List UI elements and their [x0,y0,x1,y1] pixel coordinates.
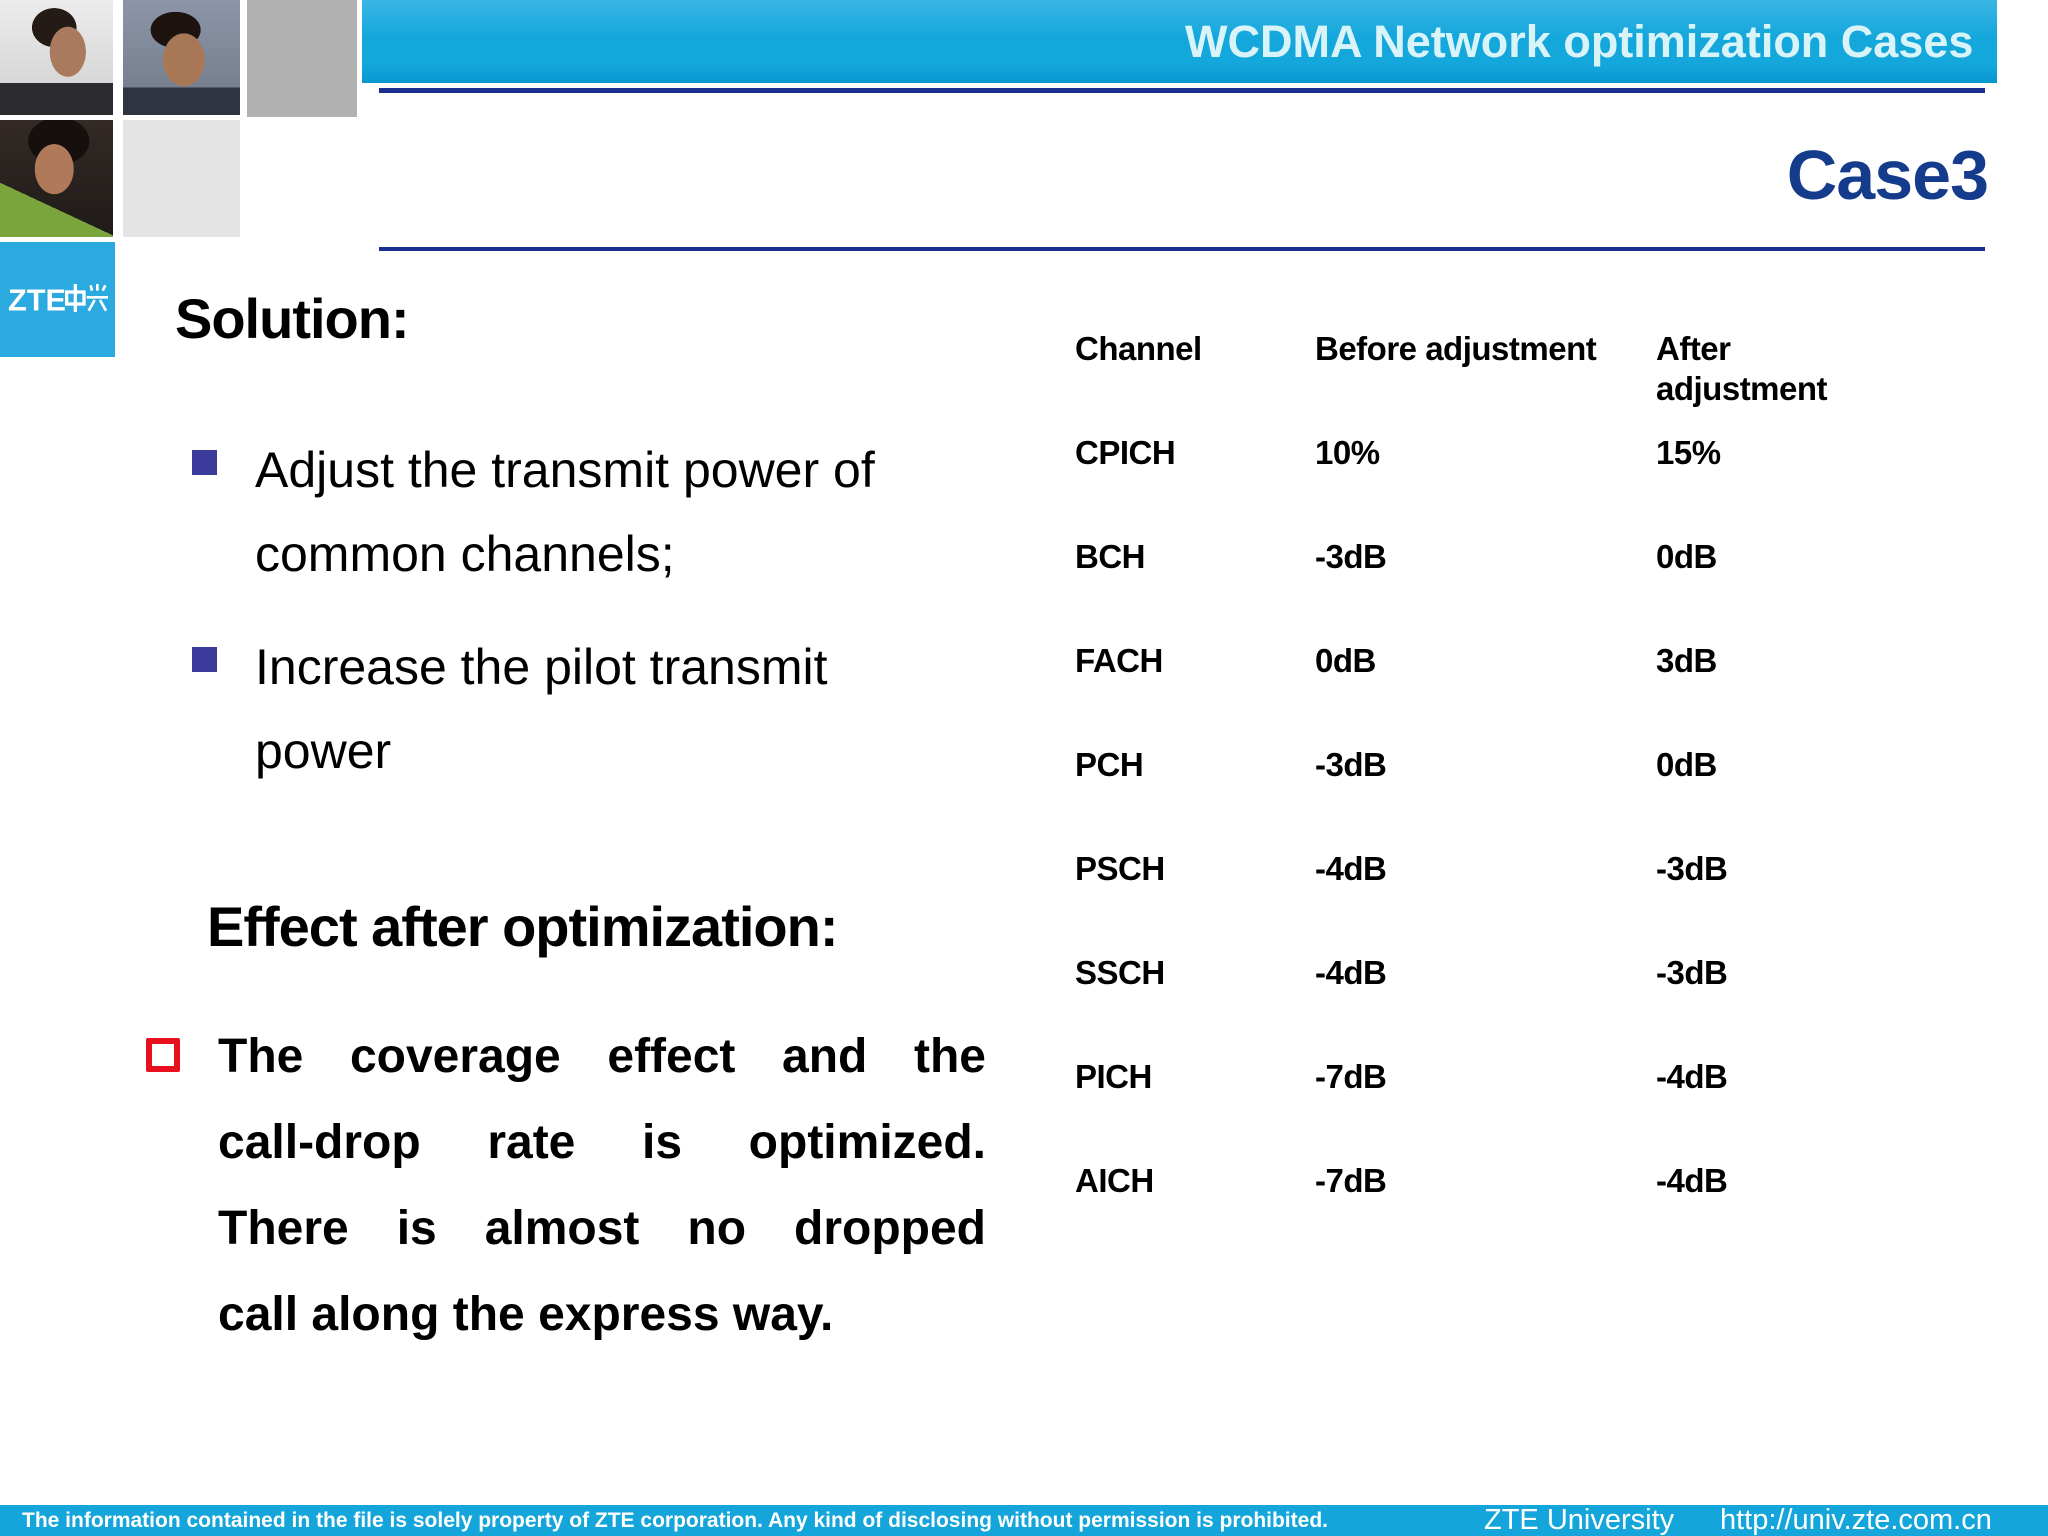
table-cell: 10% [1315,434,1380,471]
footer-url[interactable]: http://univ.zte.com.cn [1720,1504,1992,1536]
square-bullet-icon [192,647,217,672]
table-cell: -4dB [1656,1058,1728,1095]
gray-tile [247,0,357,117]
column-header-before: Before adjustment [1315,330,1597,367]
table-cell: FACH [1075,642,1163,679]
header-divider-line [379,88,1985,93]
paragraph-line: call-drop rate is optimized. [218,1116,986,1169]
red-checkbox-bullet-icon [146,1038,180,1072]
table-cell: PICH [1075,1058,1152,1095]
bullet-line: Adjust the transmit power of [255,442,875,498]
table-cell: -4dB [1656,1162,1728,1199]
gray-tile-light [123,120,240,237]
footer-bar [0,1505,2048,1536]
table-cell: -3dB [1656,954,1728,991]
table-cell: 0dB [1656,538,1717,575]
footer-disclaimer: The information contained in the file is… [22,1509,1328,1532]
table-cell: BCH [1075,538,1146,575]
table-cell: -4dB [1315,954,1387,991]
effect-heading: Effect after optimization: [207,895,838,958]
title-divider-line [379,247,1985,251]
table-cell: -3dB [1315,746,1387,783]
footer-org: ZTE University [1484,1504,1675,1536]
channel-table: Channel Before adjustment After adjustme… [1075,329,1885,1265]
table-cell: 3dB [1656,642,1717,679]
photo-man-tilted [123,0,240,115]
table-cell: -3dB [1315,538,1387,575]
table-cell: AICH [1075,1162,1154,1199]
table-cell: PCH [1075,746,1144,783]
svg-text:ZTE: ZTE [8,283,66,317]
zte-logo-icon: ZTE [8,283,108,317]
column-header-after: After adjustment [1656,330,1828,407]
zte-logo: ZTE [0,242,115,357]
bullet-line: common channels; [255,526,675,582]
header-bar [362,0,1997,83]
solution-heading: Solution: [175,287,410,350]
bullet-item-adjust-power: Adjust the transmit power of common chan… [255,428,875,596]
case-title: Case3 [1786,136,1989,214]
table-cell: SSCH [1075,954,1165,991]
slide-header-title: WCDMA Network optimization Cases [1185,15,1974,67]
table-cell: -4dB [1315,850,1387,887]
table-cell: -3dB [1656,850,1728,887]
table-cell: -7dB [1315,1162,1387,1199]
bullet-item-increase-pilot: Increase the pilot transmit power [255,625,828,793]
effect-paragraph: The coverage effect and the call-drop ra… [218,1014,986,1358]
bullet-line: Increase the pilot transmit [255,639,828,695]
bullet-line: power [255,723,392,779]
column-header-channel: Channel [1075,330,1202,367]
paragraph-line: call along the express way. [218,1288,834,1341]
photo-man-profile [0,0,113,115]
table-cell: CPICH [1075,434,1176,471]
table-cell: 0dB [1656,746,1717,783]
table-cell: 0dB [1315,642,1376,679]
table-cell: -7dB [1315,1058,1387,1095]
square-bullet-icon [192,450,217,475]
paragraph-line: The coverage effect and the [218,1030,986,1083]
table-cell: 15% [1656,434,1721,471]
table-cell: PSCH [1075,850,1165,887]
photo-woman-smiling [0,120,113,237]
paragraph-line: There is almost no dropped [218,1202,986,1255]
